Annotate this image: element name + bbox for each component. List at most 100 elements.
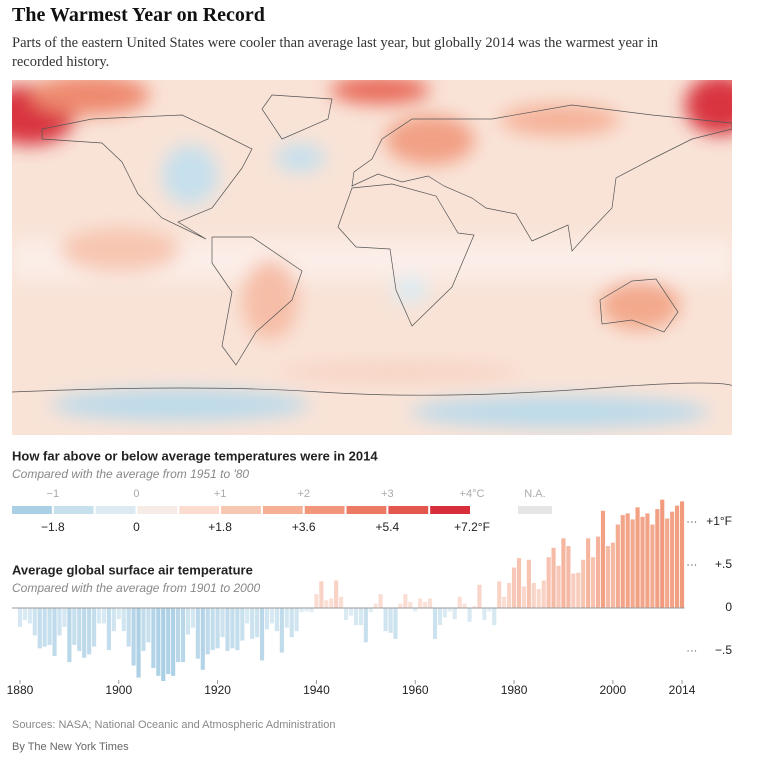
bar <box>190 607 195 628</box>
bar <box>571 573 576 608</box>
bar <box>131 607 136 666</box>
bar <box>294 607 299 632</box>
bar <box>600 510 606 608</box>
y-tick-label: −.5 <box>715 643 732 657</box>
x-tick-label: 1940 <box>303 683 330 697</box>
bar <box>101 607 107 624</box>
bar <box>427 598 433 608</box>
legend-swatch <box>430 506 470 514</box>
legend-celsius-label: 0 <box>133 488 139 500</box>
bar <box>161 607 166 681</box>
legend-na-label: N.A. <box>524 488 545 500</box>
bar <box>640 516 645 608</box>
bar <box>502 596 507 608</box>
bar <box>180 607 186 663</box>
bar <box>363 607 368 643</box>
legend-swatch <box>137 506 178 514</box>
bar <box>343 607 349 620</box>
legend-na-swatch <box>518 506 552 514</box>
legend-swatch <box>95 506 136 514</box>
bar <box>52 607 57 657</box>
bar <box>195 607 200 659</box>
bar <box>353 607 359 626</box>
bar <box>329 598 334 608</box>
bar <box>447 607 452 612</box>
bar <box>467 607 472 622</box>
legend-fahrenheit-label: +7.2°F <box>454 520 490 534</box>
bar <box>299 607 304 613</box>
bar <box>72 607 77 645</box>
bar <box>655 509 660 608</box>
bar <box>437 607 443 626</box>
bar <box>670 511 675 608</box>
legend-title: How far above or below average temperatu… <box>12 448 378 463</box>
legend-swatch <box>262 506 303 514</box>
bar <box>42 607 47 647</box>
bar <box>245 607 250 624</box>
bar <box>378 594 383 608</box>
bar <box>373 603 378 608</box>
bar <box>660 499 665 608</box>
bar <box>423 601 428 608</box>
subtitle: Parts of the eastern United States were … <box>12 35 659 70</box>
bar <box>368 607 373 613</box>
bar <box>541 580 546 608</box>
bar <box>185 607 191 635</box>
bar <box>442 607 447 618</box>
bar <box>166 607 171 675</box>
legend-swatch <box>179 506 220 514</box>
x-tick-label: 2014 <box>669 683 696 697</box>
x-tick-label: 1980 <box>501 683 528 697</box>
bar <box>259 607 265 661</box>
bar <box>62 607 67 627</box>
bar-chart: +1°F +.5 0 −.5 1880 1900 1920 1940 1960 1980 2000 2… <box>7 499 732 697</box>
bar <box>289 607 294 638</box>
legend-fahrenheit-label: +5.4 <box>376 520 400 534</box>
bar <box>304 607 309 612</box>
bar <box>175 607 181 663</box>
bar <box>339 596 344 608</box>
bar <box>106 607 111 651</box>
bar <box>225 607 230 651</box>
legend-swatch <box>221 506 261 514</box>
bar <box>507 583 512 608</box>
bar <box>679 501 685 608</box>
bar <box>171 607 176 676</box>
chart-subtitle: Compared with the average from 1901 to 2… <box>12 581 260 595</box>
bar <box>220 607 225 638</box>
legend-swatch <box>53 506 94 514</box>
bar <box>531 583 536 608</box>
bar <box>605 546 610 608</box>
bar <box>586 538 591 608</box>
bar <box>250 607 255 639</box>
bar <box>230 607 235 649</box>
legend-swatch <box>12 506 52 514</box>
bar <box>388 607 393 633</box>
bar <box>492 607 497 626</box>
bar <box>620 515 625 608</box>
bar <box>546 557 551 608</box>
bar <box>200 607 205 670</box>
legend-celsius-label: +1 <box>214 488 227 500</box>
credit: By The New York Times <box>12 741 129 753</box>
bar <box>487 607 492 612</box>
legend: −1 −1.8 0 0 +1 +1.8 +2 +3.6 +3 +5.4 +4°C +7.2°F N.A. <box>12 488 552 534</box>
bar <box>536 589 541 608</box>
bar <box>526 559 531 608</box>
bar <box>675 505 680 608</box>
coastlines <box>12 94 732 396</box>
map-anomalies <box>12 80 732 428</box>
bar <box>645 513 650 608</box>
bar <box>462 603 467 608</box>
bar <box>358 607 363 626</box>
x-tick-label: 1880 <box>7 683 34 697</box>
x-tick-label: 1920 <box>204 683 231 697</box>
bar <box>635 507 640 608</box>
legend-fahrenheit-label: 0 <box>133 520 140 534</box>
bar <box>413 607 418 612</box>
bar <box>274 607 279 632</box>
bar <box>96 607 102 624</box>
source: Sources: NASA; National Oceanic and Atmo… <box>12 719 336 731</box>
bar <box>477 584 482 608</box>
